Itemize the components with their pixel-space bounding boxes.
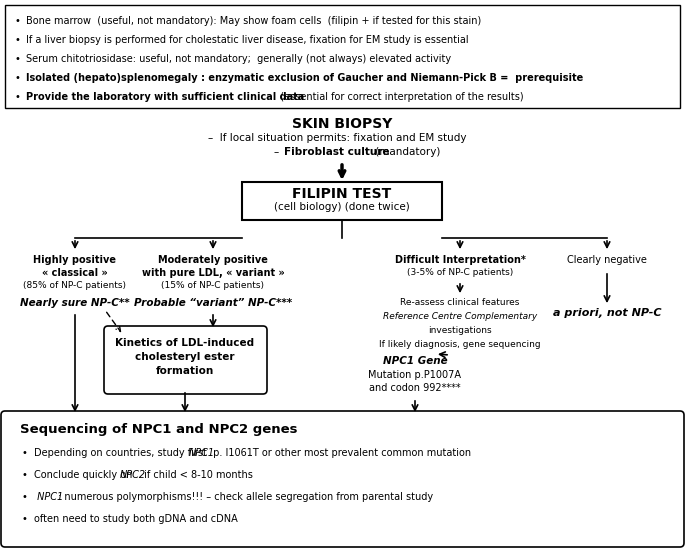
Text: SKIN BIOPSY: SKIN BIOPSY — [292, 117, 393, 131]
Text: with pure LDL, « variant »: with pure LDL, « variant » — [142, 268, 284, 278]
Text: Provide the laboratory with sufficient clinical data: Provide the laboratory with sufficient c… — [26, 92, 304, 102]
Text: if child < 8-10 months: if child < 8-10 months — [141, 470, 253, 480]
Text: Fibroblast culture: Fibroblast culture — [284, 147, 390, 157]
FancyBboxPatch shape — [104, 326, 267, 394]
Text: p. I1061T or other most prevalent common mutation: p. I1061T or other most prevalent common… — [210, 448, 471, 458]
Text: (essential for correct interpretation of the results): (essential for correct interpretation of… — [274, 92, 523, 102]
Text: Sequencing of NPC1 and NPC2 genes: Sequencing of NPC1 and NPC2 genes — [20, 423, 297, 436]
Text: : numerous polymorphisms!!! – check allele segregation from parental study: : numerous polymorphisms!!! – check alle… — [58, 492, 433, 502]
Text: Depending on countries, study first: Depending on countries, study first — [34, 448, 210, 458]
FancyBboxPatch shape — [5, 5, 680, 108]
Text: NPC1: NPC1 — [34, 492, 63, 502]
Text: investigations: investigations — [428, 326, 492, 335]
Text: (15% of NP-C patients): (15% of NP-C patients) — [162, 281, 264, 290]
Text: (3-5% of NP-C patients): (3-5% of NP-C patients) — [407, 268, 513, 277]
Text: FILIPIN TEST: FILIPIN TEST — [292, 187, 392, 201]
Text: Difficult Interpretation*: Difficult Interpretation* — [395, 255, 525, 265]
Text: •: • — [15, 92, 21, 102]
Text: •: • — [22, 470, 28, 480]
Text: NPC1 Gene: NPC1 Gene — [383, 356, 447, 366]
Text: Re-assess clinical features: Re-assess clinical features — [400, 298, 520, 307]
Text: If a liver biopsy is performed for cholestatic liver disease, fixation for EM st: If a liver biopsy is performed for chole… — [26, 35, 469, 45]
Text: Probable “variant” NP-C***: Probable “variant” NP-C*** — [134, 298, 292, 308]
FancyBboxPatch shape — [1, 411, 684, 547]
Text: formation: formation — [156, 366, 214, 376]
Text: (85% of NP-C patients): (85% of NP-C patients) — [23, 281, 127, 290]
Text: often need to study both gDNA and cDNA: often need to study both gDNA and cDNA — [34, 514, 238, 524]
Text: (mandatory): (mandatory) — [372, 147, 440, 157]
Text: Isolated (hepato)splenomegaly : enzymatic exclusion of Gaucher and Niemann-Pick : Isolated (hepato)splenomegaly : enzymati… — [26, 73, 583, 83]
Text: Clearly negative: Clearly negative — [567, 255, 647, 265]
Text: Nearly sure NP-C**: Nearly sure NP-C** — [20, 298, 130, 308]
Text: and codon 992****: and codon 992**** — [369, 383, 461, 393]
Text: •: • — [22, 492, 28, 502]
Text: Reference Centre Complementary: Reference Centre Complementary — [383, 312, 537, 321]
Text: a priori, not NP-C: a priori, not NP-C — [553, 308, 661, 318]
Text: Conclude quickly on: Conclude quickly on — [34, 470, 136, 480]
Text: •: • — [15, 54, 21, 64]
Text: Serum chitotriosidase: useful, not mandatory;  generally (not always) elevated a: Serum chitotriosidase: useful, not manda… — [26, 54, 451, 64]
Text: If likely diagnosis, gene sequencing: If likely diagnosis, gene sequencing — [379, 340, 541, 349]
Text: NPC1: NPC1 — [189, 448, 215, 458]
Text: •: • — [15, 35, 21, 45]
Text: Bone marrow  (useful, not mandatory): May show foam cells  (filipin + if tested : Bone marrow (useful, not mandatory): May… — [26, 16, 482, 26]
Text: •: • — [22, 448, 28, 458]
Text: Mutation p.P1007A: Mutation p.P1007A — [369, 370, 462, 380]
Text: (cell biology) (done twice): (cell biology) (done twice) — [274, 202, 410, 212]
Text: Kinetics of LDL-induced: Kinetics of LDL-induced — [116, 338, 255, 348]
Text: –: – — [274, 147, 286, 157]
Text: •: • — [15, 73, 21, 83]
Text: « classical »: « classical » — [42, 268, 108, 278]
FancyBboxPatch shape — [242, 182, 442, 220]
Text: –  If local situation permits: fixation and EM study: – If local situation permits: fixation a… — [208, 133, 466, 143]
Text: Moderately positive: Moderately positive — [158, 255, 268, 265]
Text: NPC2: NPC2 — [120, 470, 146, 480]
Text: •: • — [15, 16, 21, 26]
Text: cholesteryl ester: cholesteryl ester — [135, 352, 235, 362]
Text: •: • — [22, 514, 28, 524]
Text: Highly positive: Highly positive — [34, 255, 116, 265]
